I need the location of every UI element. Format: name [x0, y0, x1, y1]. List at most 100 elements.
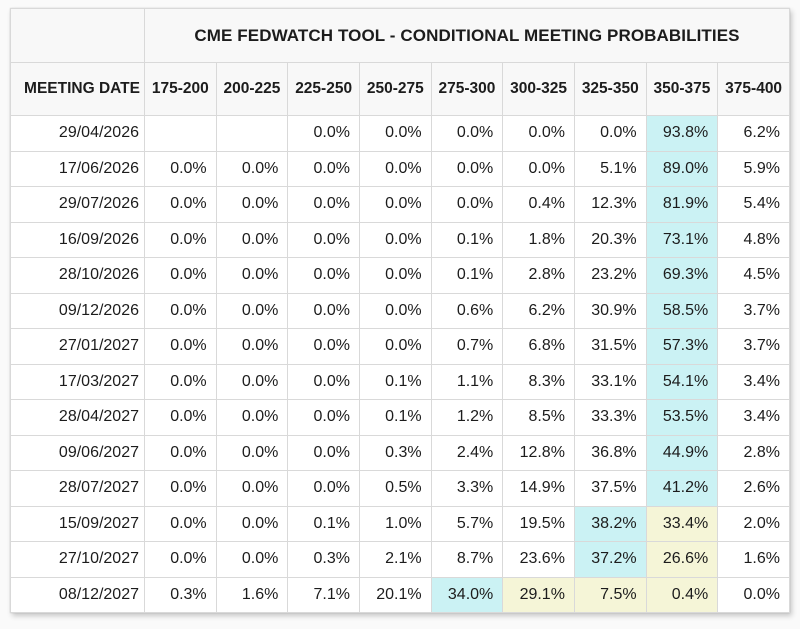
probability-cell: 0.0% [502, 115, 575, 152]
probability-cell: 0.1% [430, 221, 504, 258]
meeting-date-cell: 27/01/2027 [10, 328, 145, 365]
probability-cell: 0.0% [215, 257, 289, 294]
probability-cell: 0.0% [287, 221, 360, 258]
probability-cell: 5.1% [573, 150, 647, 187]
table-row: 28/10/2026 0.0% 0.0% 0.0% 0.0% 0.1% 2.8% 23.2% 6… [10, 257, 790, 294]
probability-cell: 20.1% [358, 576, 432, 613]
meeting-date-cell: 17/03/2027 [10, 363, 145, 400]
probability-cell: 2.8% [717, 434, 790, 471]
probability-cell: 29.1% [502, 576, 575, 613]
probability-cell: 0.0% [144, 292, 217, 329]
probability-cell: 6.2% [502, 292, 575, 329]
probability-cell: 57.3% [645, 328, 719, 365]
table-row: 16/09/2026 0.0% 0.0% 0.0% 0.0% 0.1% 1.8% 20.3% 7… [10, 221, 790, 258]
probability-cell: 0.5% [358, 470, 432, 507]
probability-cell: 0.0% [215, 150, 289, 187]
probability-cell: 0.1% [287, 505, 360, 542]
meeting-date-cell: 09/06/2027 [10, 434, 145, 471]
probability-cell: 0.0% [144, 505, 217, 542]
probability-cell: 0.0% [287, 399, 360, 436]
probability-cell: 0.0% [358, 115, 432, 152]
meeting-date-cell: 28/10/2026 [10, 257, 145, 294]
probability-cell: 3.3% [430, 470, 504, 507]
table-row: 27/01/2027 0.0% 0.0% 0.0% 0.0% 0.7% 6.8% 31.5% 5… [10, 328, 790, 365]
column-header-row: MEETING DATE 175-200 200-225 225-250 250-27… [10, 62, 790, 116]
meeting-date-cell: 15/09/2027 [10, 505, 145, 542]
probability-cell: 33.1% [573, 363, 647, 400]
probability-cell: 0.0% [144, 541, 217, 578]
table-row: 17/03/2027 0.0% 0.0% 0.0% 0.1% 1.1% 8.3% 33.1% 5… [10, 363, 790, 400]
probability-cell: 6.8% [502, 328, 575, 365]
probability-cell: 5.4% [717, 186, 790, 223]
probability-cell: 2.0% [717, 505, 790, 542]
probability-cell: 0.0% [215, 470, 289, 507]
probability-cell: 0.0% [358, 186, 432, 223]
rate-range-header: 175-200 [144, 62, 217, 116]
probability-cell: 31.5% [573, 328, 647, 365]
probability-cell: 2.8% [502, 257, 575, 294]
probability-cell: 0.0% [215, 399, 289, 436]
probability-cell: 20.3% [573, 221, 647, 258]
probability-cell: 3.7% [717, 292, 790, 329]
rate-range-header: 275-300 [430, 62, 504, 116]
probability-cell: 0.4% [645, 576, 719, 613]
probability-cell: 53.5% [645, 399, 719, 436]
probability-cell: 33.4% [645, 505, 719, 542]
probability-cell: 58.5% [645, 292, 719, 329]
probability-cell: 0.0% [287, 150, 360, 187]
table-row: 29/04/2026 0.0% 0.0% 0.0% 0.0% 0.0% 93.8% 6.2% [10, 115, 790, 152]
table-title: CME FEDWATCH TOOL - CONDITIONAL MEETING … [144, 8, 790, 63]
probability-cell: 0.6% [430, 292, 504, 329]
meeting-date-cell: 16/09/2026 [10, 221, 145, 258]
probability-cell: 3.4% [717, 399, 790, 436]
probability-cell: 0.3% [287, 541, 360, 578]
probability-cell: 4.5% [717, 257, 790, 294]
probability-cell: 0.0% [430, 150, 504, 187]
probability-cell: 3.7% [717, 328, 790, 365]
table-body: 29/04/2026 0.0% 0.0% 0.0% 0.0% 0.0% 93.8% 6.2% 1… [10, 115, 790, 613]
probability-cell: 0.0% [144, 186, 217, 223]
meeting-date-cell: 17/06/2026 [10, 150, 145, 187]
rate-range-header: 300-325 [502, 62, 575, 116]
probability-cell: 0.0% [144, 257, 217, 294]
probability-cell: 0.3% [358, 434, 432, 471]
meeting-date-header: MEETING DATE [10, 62, 145, 116]
probability-cell: 1.8% [502, 221, 575, 258]
probability-cell: 37.5% [573, 470, 647, 507]
probability-cell: 0.0% [144, 328, 217, 365]
probability-cell: 93.8% [645, 115, 719, 152]
probability-cell: 1.6% [717, 541, 790, 578]
probability-cell: 41.2% [645, 470, 719, 507]
conditional-probabilities-table: CME FEDWATCH TOOL - CONDITIONAL MEETING … [10, 8, 790, 613]
probability-cell: 54.1% [645, 363, 719, 400]
probability-cell: 69.3% [645, 257, 719, 294]
probability-cell: 0.0% [717, 576, 790, 613]
probability-cell: 0.0% [144, 363, 217, 400]
corner-cell [10, 8, 145, 63]
rate-range-header: 200-225 [215, 62, 289, 116]
probability-cell: 30.9% [573, 292, 647, 329]
probability-cell: 7.1% [287, 576, 360, 613]
meeting-date-cell: 09/12/2026 [10, 292, 145, 329]
probability-cell: 0.0% [502, 150, 575, 187]
rate-range-header: 225-250 [287, 62, 360, 116]
fedwatch-table-card: CME FEDWATCH TOOL - CONDITIONAL MEETING … [10, 8, 790, 613]
probability-cell: 89.0% [645, 150, 719, 187]
probability-cell [144, 115, 217, 152]
probability-cell: 33.3% [573, 399, 647, 436]
probability-cell: 5.9% [717, 150, 790, 187]
probability-cell: 0.0% [287, 186, 360, 223]
probability-cell: 2.6% [717, 470, 790, 507]
table-row: 15/09/2027 0.0% 0.0% 0.1% 1.0% 5.7% 19.5% 38.2%… [10, 505, 790, 542]
probability-cell: 0.0% [144, 470, 217, 507]
probability-cell: 2.1% [358, 541, 432, 578]
probability-cell: 0.0% [287, 328, 360, 365]
probability-cell: 0.1% [358, 399, 432, 436]
probability-cell: 7.5% [573, 576, 647, 613]
title-row: CME FEDWATCH TOOL - CONDITIONAL MEETING … [10, 8, 790, 63]
probability-cell: 0.0% [215, 541, 289, 578]
probability-cell: 0.0% [215, 328, 289, 365]
probability-cell: 12.8% [502, 434, 575, 471]
table-row: 08/12/2027 0.3% 1.6% 7.1% 20.1% 34.0% 29.1% 7.5… [10, 576, 790, 613]
